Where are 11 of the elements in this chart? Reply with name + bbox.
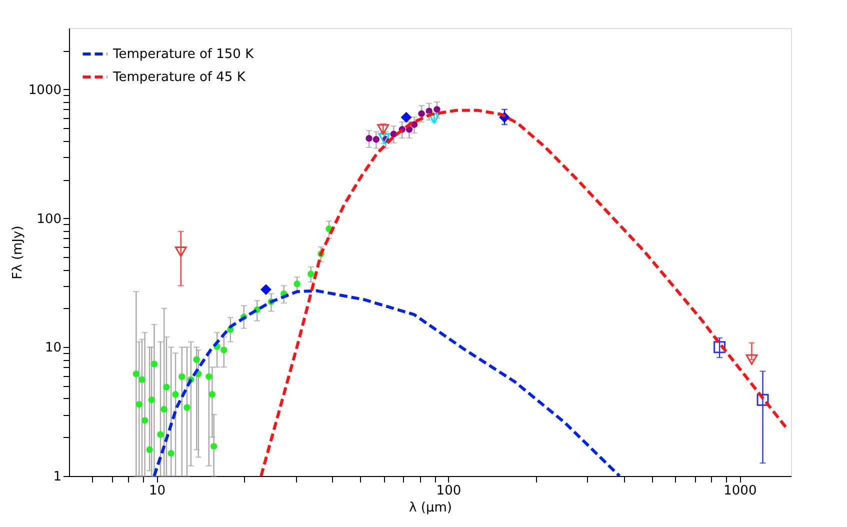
y-tick-label: 1000 <box>28 82 62 98</box>
x-tick-label: 10 <box>148 484 166 498</box>
x-axis-title: λ (μm) <box>409 500 452 516</box>
x-tick-label: 100 <box>436 484 462 498</box>
y-axis-title: Fλ (mJy) <box>10 226 26 280</box>
x-tick-label: 1000 <box>724 484 757 498</box>
y-tick-label: 100 <box>36 212 62 227</box>
legend-label: Temperature of 45 K <box>112 70 246 85</box>
legend-label: Temperature of 150 K <box>112 47 254 62</box>
y-tick-label: 1 <box>53 470 62 484</box>
y-tick-label: 10 <box>44 340 62 356</box>
